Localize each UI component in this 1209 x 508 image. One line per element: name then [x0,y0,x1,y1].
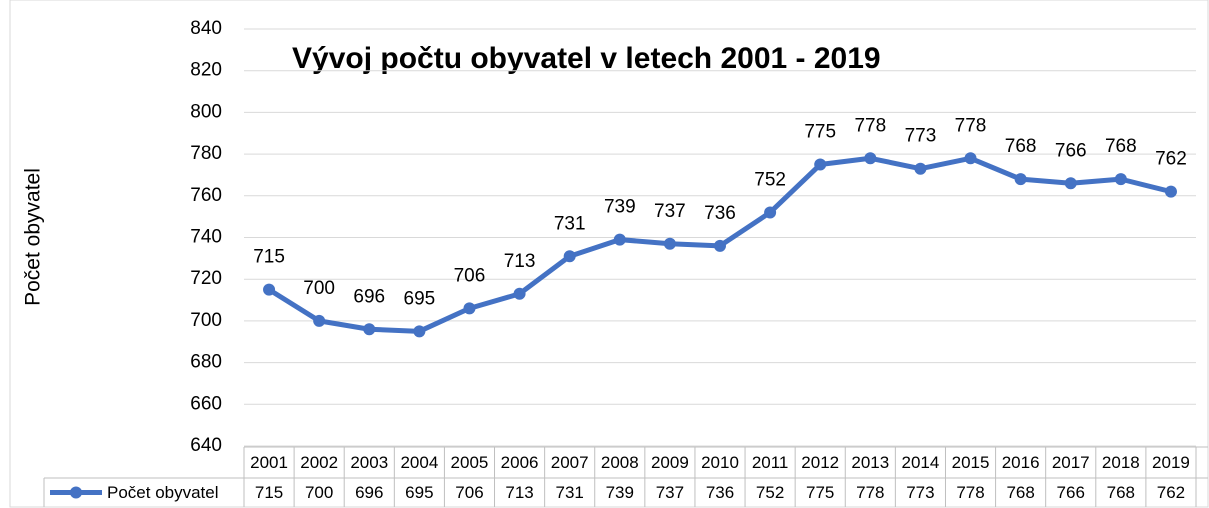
point-marker [1114,173,1127,186]
point-marker [964,152,977,165]
x-tick-label: 2011 [752,453,789,472]
y-tick-label: 740 [190,227,222,248]
point-marker [1164,185,1177,198]
point-marker [463,302,476,315]
point-marker [1014,173,1027,186]
point-marker [513,287,526,300]
table-value: 775 [806,483,834,502]
y-tick-label: 840 [190,18,222,39]
point-marker [413,325,426,338]
table-value: 739 [606,483,634,502]
data-label: 768 [1105,136,1137,157]
point-marker [914,162,927,175]
x-tick-label: 2004 [400,453,438,472]
point-marker [814,158,827,171]
point-marker [764,206,777,219]
table-value: 696 [355,483,383,502]
table-value: 715 [255,483,283,502]
x-tick-label: 2010 [701,453,739,472]
x-tick-label: 2002 [300,453,338,472]
point-marker [1064,177,1077,190]
point-marker [864,152,877,165]
table-value: 778 [956,483,984,502]
point-marker [313,314,326,327]
y-tick-label: 680 [190,352,222,373]
y-axis-title: Počet obyvatel [22,168,45,306]
legend-marker [70,486,82,499]
point-marker [563,250,576,263]
point-marker [263,283,276,296]
table-value: 762 [1157,483,1185,502]
data-label: 713 [504,251,536,272]
table-value: 713 [505,483,533,502]
data-label: 778 [854,115,886,136]
table-value: 695 [405,483,433,502]
table-value: 706 [455,483,483,502]
data-label: 768 [1005,136,1037,157]
x-tick-label: 2009 [651,453,689,472]
x-tick-label: 2003 [350,453,388,472]
data-label: 695 [404,288,436,309]
data-label: 715 [253,247,285,268]
data-label: 696 [353,286,385,307]
x-tick-label: 2017 [1052,453,1090,472]
x-tick-label: 2008 [601,453,639,472]
legend-label: Počet obyvatel [107,483,219,502]
table-value: 700 [305,483,333,502]
data-label: 706 [454,265,486,286]
point-marker [714,239,726,252]
data-label: 752 [754,169,786,190]
y-tick-label: 780 [190,143,222,164]
table-value: 768 [1107,483,1135,502]
table-value: 778 [856,483,884,502]
point-marker [363,323,376,336]
x-tick-label: 2018 [1102,453,1140,472]
data-label: 737 [654,201,686,222]
data-label: 736 [704,203,736,224]
y-tick-label: 820 [190,60,222,81]
x-tick-label: 2012 [801,453,839,472]
point-marker [663,237,676,250]
table-value: 752 [756,483,784,502]
data-label: 762 [1155,149,1187,170]
x-tick-label: 2014 [902,453,940,472]
data-label: 739 [604,197,636,218]
data-label: 731 [554,213,586,234]
x-tick-label: 2005 [451,453,489,472]
y-tick-label: 640 [190,435,222,456]
y-tick-label: 800 [190,101,222,122]
y-tick-label: 700 [190,310,222,331]
data-label: 778 [955,115,987,136]
table-value: 766 [1057,483,1085,502]
y-tick-label: 760 [190,185,222,206]
table-value: 773 [906,483,934,502]
x-tick-label: 2013 [851,453,889,472]
x-tick-label: 2006 [501,453,539,472]
table-value: 737 [656,483,684,502]
data-label: 766 [1055,140,1087,161]
y-tick-label: 720 [190,268,222,289]
y-tick-label: 660 [190,393,222,414]
data-label: 775 [804,122,836,143]
x-tick-label: 2001 [250,453,288,472]
chart-border [9,0,1209,508]
table-value: 768 [1006,483,1034,502]
x-tick-label: 2019 [1152,453,1190,472]
x-tick-label: 2007 [551,453,589,472]
data-label: 700 [303,278,335,299]
table-value: 736 [706,483,734,502]
table-value: 731 [555,483,583,502]
chart-title: Vývoj počtu obyvatel v letech 2001 - 201… [292,42,881,75]
x-tick-label: 2015 [952,453,990,472]
x-tick-label: 2016 [1002,453,1040,472]
data-label: 773 [905,126,937,147]
point-marker [613,233,626,246]
